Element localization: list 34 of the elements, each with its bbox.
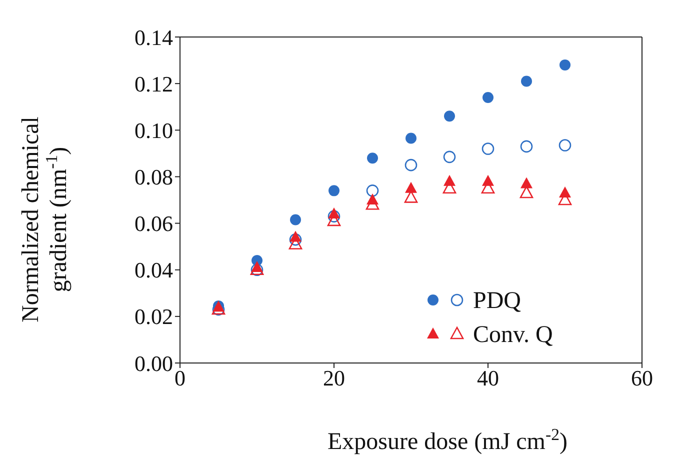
y-tick-label: 0.04 bbox=[134, 258, 173, 283]
point bbox=[520, 177, 532, 188]
point bbox=[328, 210, 340, 222]
point bbox=[328, 185, 340, 196]
y-tick-label: 0.02 bbox=[134, 304, 173, 330]
point bbox=[367, 152, 378, 164]
point bbox=[404, 158, 418, 172]
point bbox=[443, 150, 456, 164]
x-tick-label: 60 bbox=[631, 366, 653, 391]
y-tick-label: 0.08 bbox=[134, 164, 173, 190]
legend-label: PDQ bbox=[473, 288, 522, 314]
x-axis-title: Exposure dose (mJ cm$^{-2}$) bbox=[328, 424, 568, 455]
point bbox=[482, 92, 494, 104]
point bbox=[405, 182, 417, 193]
point bbox=[520, 140, 533, 153]
y-tick-label: 0.14 bbox=[134, 24, 173, 50]
x-tick-label: 20 bbox=[323, 366, 345, 391]
y-tick-label: 0.00 bbox=[134, 350, 173, 376]
point bbox=[366, 184, 379, 197]
point bbox=[404, 190, 418, 203]
point bbox=[482, 142, 494, 155]
legend-label: Conv. Q bbox=[473, 322, 553, 348]
point bbox=[289, 233, 302, 246]
y-tick-label: 0.10 bbox=[134, 118, 173, 143]
point bbox=[406, 132, 416, 144]
point bbox=[521, 76, 532, 87]
point bbox=[444, 110, 455, 122]
point bbox=[290, 214, 301, 226]
x-tick-label: 0 bbox=[174, 366, 186, 391]
x-tick-label: 40 bbox=[477, 366, 499, 391]
y-tick-label: 0.12 bbox=[134, 71, 173, 96]
point bbox=[558, 139, 572, 152]
point bbox=[560, 59, 570, 70]
y-tick-label: 0.06 bbox=[134, 211, 173, 236]
